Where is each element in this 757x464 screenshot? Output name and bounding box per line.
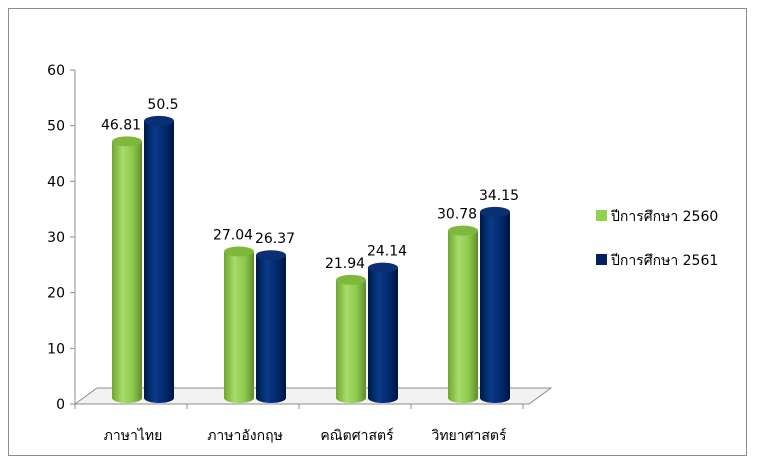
legend-label: ปีการศึกษา 2561 [611, 253, 719, 269]
legend-entry: ปีการศึกษา 2560 [596, 209, 718, 225]
bar-2561 [144, 115, 174, 403]
data-label: 27.04 [213, 227, 253, 243]
legend-swatch [596, 210, 607, 221]
y-tick-label: 10 [47, 341, 65, 357]
y-tick-label: 60 [47, 63, 65, 79]
y-tick-label: 0 [56, 397, 65, 413]
bar-2560 [112, 136, 142, 404]
data-label: 34.15 [479, 188, 519, 204]
data-label: 26.37 [255, 231, 295, 247]
y-tick-label: 20 [47, 286, 65, 302]
bar-2560 [336, 274, 366, 403]
x-category-label: วิทยาศาสตร์ [431, 427, 507, 444]
bar-2560 [224, 246, 254, 403]
data-label: 21.94 [325, 256, 365, 272]
x-category-label: คณิตศาสตร์ [320, 427, 394, 444]
bar-2560 [448, 225, 478, 403]
x-category-label: ภาษาอังกฤษ [207, 428, 283, 444]
bar-2561 [480, 206, 510, 403]
y-tick-label: 30 [47, 230, 65, 246]
y-tick-label: 50 [47, 119, 65, 135]
data-label: 24.14 [367, 244, 407, 260]
data-label: 46.81 [101, 117, 141, 133]
chart-frame: 0 10 20 30 40 50 60 ภาษาไทย ภาษาอังกฤษ คณิตศาสตร์… [8, 8, 747, 456]
data-label: 50.5 [147, 97, 178, 113]
bar-2561 [368, 262, 398, 403]
data-label: 30.78 [437, 207, 477, 223]
y-tick-label: 40 [47, 174, 65, 190]
bar-chart: 0 10 20 30 40 50 60 ภาษาไทย ภาษาอังกฤษ คณิตศาสตร์… [47, 63, 718, 444]
legend-label: ปีการศึกษา 2560 [611, 209, 719, 225]
legend-swatch [596, 254, 607, 265]
bar-2561 [256, 250, 286, 403]
legend-entry: ปีการศึกษา 2561 [596, 253, 718, 269]
x-category-label: ภาษาไทย [104, 427, 163, 444]
